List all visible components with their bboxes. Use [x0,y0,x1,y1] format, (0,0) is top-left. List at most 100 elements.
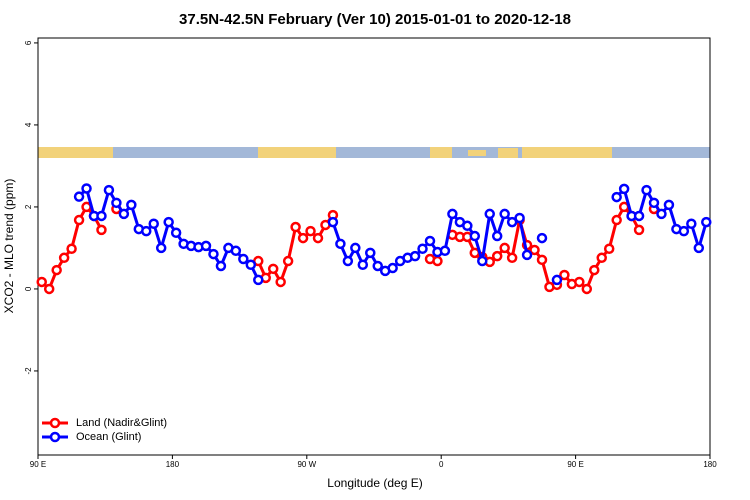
legend-label: Land (Nadir&Glint) [76,417,167,429]
point [536,232,548,244]
point [126,199,137,211]
land-mask-strip [38,147,710,158]
point [499,242,510,254]
point [633,210,645,222]
point [648,197,660,209]
point [43,283,55,295]
y-tick-label: 0 [24,286,33,291]
y-tick-label: 4 [24,122,33,127]
x-tick-label: 0 [439,460,444,469]
point [469,230,481,242]
x-tick-label: 90 E [567,460,583,469]
point [686,218,697,229]
point [656,208,667,220]
point [51,264,62,276]
point [551,274,563,286]
point [701,216,712,228]
point [73,191,85,202]
x-tick-label: 180 [703,460,717,469]
point [155,242,167,254]
point [603,243,615,255]
point [275,276,286,288]
point [81,183,92,194]
point [506,216,518,228]
point [342,255,354,267]
chart-title: 37.5N-42.5N February (Ver 10) 2015-01-01… [179,11,571,28]
point [574,276,585,288]
point [148,218,159,229]
point [267,263,279,275]
point [96,210,107,222]
point [447,208,458,220]
point [521,249,533,261]
point [536,254,548,266]
point [96,224,107,236]
point [581,283,593,295]
legend-label: Ocean (Glint) [76,431,141,443]
point [506,252,518,264]
point [215,260,227,272]
point [559,269,570,281]
x-axis-label: Longitude (deg E) [327,476,422,490]
point [439,245,451,257]
point [596,252,607,264]
point [230,245,242,257]
point [200,240,212,252]
point [335,238,346,250]
point [484,208,495,220]
point [618,183,630,195]
point [477,255,488,267]
point [111,197,122,209]
plot-frame [37,37,711,456]
point [678,225,690,237]
point [36,276,47,288]
point [238,253,249,265]
x-tick-label: 90 E [30,460,46,469]
point [253,274,264,286]
y-tick-label: -2 [24,367,33,375]
point [499,208,510,220]
point [305,225,316,237]
legend-marker [49,417,61,429]
point [170,227,182,239]
point [409,250,421,262]
y-tick-label: 6 [24,40,33,45]
point [432,255,443,267]
point [73,214,85,226]
point [589,264,600,276]
point [357,259,369,270]
point [424,235,436,247]
point [611,214,622,226]
point [693,242,705,254]
point [245,259,257,270]
point [350,242,361,254]
point [141,225,152,237]
y-tick-label: 2 [24,204,33,209]
point [529,244,540,256]
point [387,262,398,274]
point [327,216,339,228]
point [462,220,473,232]
point [365,247,376,259]
point [163,216,174,228]
x-tick-label: 90 W [297,460,316,469]
point [641,184,652,196]
point [290,221,301,233]
point [663,199,675,211]
legend-marker [49,431,61,443]
point [103,184,115,196]
point [297,232,309,244]
point [58,252,70,264]
point [372,260,383,272]
point [417,243,428,255]
point [312,232,324,244]
point [633,224,645,236]
point [611,191,622,203]
point [282,255,294,267]
point [118,208,130,220]
y-axis-label: XCO2 - MLO trend (ppm) [2,179,16,314]
x-tick-label: 180 [166,460,180,469]
point [491,230,503,242]
point [514,212,525,224]
